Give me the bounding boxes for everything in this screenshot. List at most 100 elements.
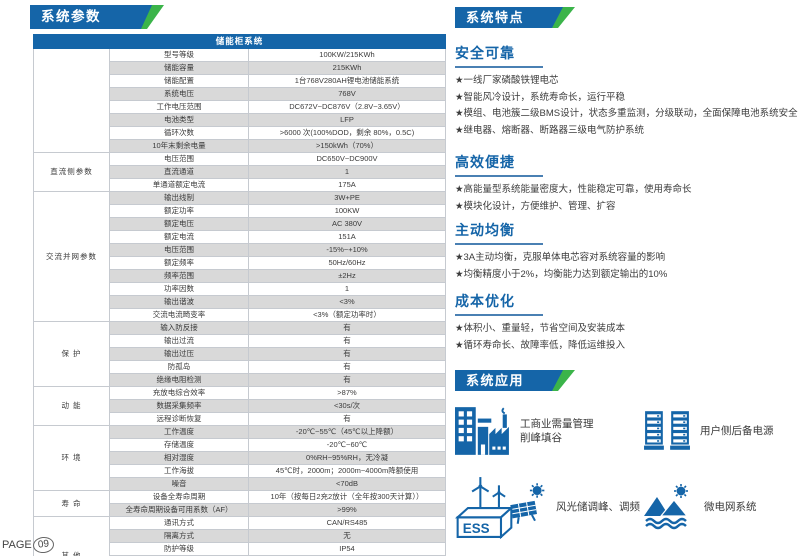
param-name-cell: 输出线制	[109, 191, 249, 205]
param-name-cell: 交流电流畸变率	[109, 308, 249, 322]
param-name-cell: 电压范围	[109, 152, 249, 166]
param-value-cell: 100KW/215KWh	[247, 48, 447, 62]
factory-icon	[455, 407, 509, 455]
param-name-cell: 防护等级	[109, 542, 249, 556]
table-row: 相对湿度 0%RH~95%RH，无冷凝	[34, 451, 447, 465]
table-row: 直流通道 1	[34, 165, 447, 179]
param-name-cell: 额定功率	[109, 204, 249, 218]
group-label-cell: 环 境	[33, 425, 110, 491]
param-value-cell: >6000 次(100%DOD，剩余 80%，0.5C)	[247, 126, 447, 140]
param-name-cell: 循环次数	[109, 126, 249, 140]
param-name-cell: 工作海拔	[109, 464, 249, 478]
param-value-cell: 有	[247, 360, 447, 374]
param-name-cell: 数据采集频率	[109, 399, 249, 413]
param-name-cell: 全寿命周期设备可用系数（AF）	[109, 503, 249, 517]
feature-bullets: ★一线厂家磷酸铁锂电芯 ★智能风冷设计，系统寿命长，运行平稳 ★模组、电池簇二级BM…	[455, 73, 798, 139]
param-name-cell: 隔离方式	[109, 529, 249, 543]
table-row: 保 护输入防反接有	[33, 321, 447, 387]
table-row: 环 境工作温度 -20℃~55℃（45℃以上降额）	[33, 425, 447, 491]
group-label-cell: 寿 命	[33, 490, 110, 517]
param-value-cell: 151A	[247, 230, 447, 244]
features-column: 系统特点 安全可靠 ★一线厂家磷酸铁锂电芯 ★智能风冷设计，系统寿命长，运行平稳 ★…	[455, 7, 798, 539]
feature-bullets: ★高能量型系统能量密度大，性能稳定可靠，使用寿命长 ★模块化设计，方便维护、管理、…	[455, 182, 793, 215]
table-row: 直流侧参数 电压范围 DC650V~DC900V	[33, 152, 447, 192]
param-value-cell: 3W+PE	[247, 191, 447, 205]
wind-solar-ess-icon: ESS	[455, 477, 545, 539]
param-name-cell: 输入防反接	[109, 321, 249, 335]
param-value-cell: LFP	[247, 113, 447, 127]
table-row: 型号等级 100KW/215KWh	[33, 48, 447, 153]
application-label: 微电网系统	[704, 501, 757, 513]
ess-label: ESS	[463, 521, 490, 536]
feature-title: 主动均衡	[455, 222, 515, 238]
spec-table: 储能柜系统 型号等级 100KW/215KWh 储能容量 215KWh 储能配置 1台76…	[32, 34, 447, 556]
param-value-cell: AC 380V	[247, 217, 447, 231]
table-row: 输出谐波 <3%	[34, 295, 447, 309]
table-title-row: 储能柜系统	[32, 34, 447, 49]
param-value-cell: 无	[247, 529, 447, 543]
param-name-cell: 远程诊断恢复	[109, 412, 249, 426]
feature-bullet: ★一线厂家磷酸铁锂电芯	[455, 75, 559, 86]
param-value-cell: <30s/次	[247, 399, 447, 413]
param-value-cell: IP54	[247, 542, 447, 556]
title-underline	[455, 175, 543, 177]
param-name-cell: 10年末剩余电量	[109, 139, 249, 153]
application-item-backup-power: 用户侧后备电源	[643, 411, 793, 451]
param-name-cell: 储能配置	[109, 74, 249, 88]
feature-title: 高效便捷	[455, 154, 515, 170]
param-value-cell: -20℃~60℃	[247, 438, 447, 452]
param-name-cell: 额定频率	[109, 256, 249, 270]
page-label: PAGE	[2, 539, 32, 551]
param-value-cell: <3%（额定功率时）	[247, 308, 447, 322]
param-name-cell: 充放电综合效率	[109, 386, 249, 400]
param-name-cell: 噪音	[109, 477, 249, 491]
page-number: PAGE 09	[2, 535, 55, 555]
table-row: 交流电流畸变率 <3%（额定功率时）	[34, 308, 447, 322]
table-row: 寿 命设备全寿命周期 10年（按每日2充2放计（全年按300天计算））	[33, 490, 447, 517]
param-name-cell: 设备全寿命周期	[109, 490, 249, 504]
param-value-cell: 175A	[247, 178, 447, 192]
feature-bullet: ★继电器、熔断器、断路器三级电气防护系统	[455, 124, 645, 136]
param-value-cell: 1	[247, 165, 447, 179]
param-name-cell: 单通道额定电流	[109, 178, 249, 192]
application-item-microgrid: 微电网系统	[643, 483, 793, 531]
spec-table-body: 型号等级 100KW/215KWh 储能容量 215KWh 储能配置 1台768V280A…	[33, 48, 447, 556]
title-underline	[455, 243, 543, 245]
param-name-cell: 电池类型	[109, 113, 249, 127]
table-row: 数据采集频率 <30s/次	[34, 399, 447, 413]
param-name-cell: 输出过流	[109, 334, 249, 348]
section-header-system-features: 系统特点	[455, 7, 575, 28]
param-value-cell: >99%	[247, 503, 447, 517]
param-value-cell: 有	[247, 321, 447, 335]
group-label-cell: 动 能	[33, 386, 110, 426]
param-value-cell: CAN/RS485	[247, 516, 447, 530]
group-label-cell	[33, 48, 110, 153]
application-item-wind-solar-storage: ESS 风光储调峰、调频	[455, 475, 643, 539]
param-value-cell: 768V	[247, 87, 447, 101]
section-header-system-parameters: 系统参数	[30, 5, 164, 29]
feature-bullet: ★均衡精度小于2%，均衡能力达到额定输出的10%	[455, 268, 668, 280]
feature-bullets: ★3A主动均衡，克服单体电芯容对系统容量的影响 ★均衡精度小于2%，均衡能力达到额…	[455, 250, 793, 283]
param-value-cell: >150kWh（70%）	[247, 139, 447, 153]
title-underline	[455, 314, 543, 316]
server-racks-icon	[644, 411, 690, 450]
table-row: 噪音 <70dB	[34, 477, 447, 491]
feature-bullet: ★3A主动均衡，克服单体电芯容对系统容量的影响	[455, 252, 666, 263]
param-value-cell: 100KW	[247, 204, 447, 218]
param-value-cell: 45℃时，2000m；2000m~4000m降额使用	[247, 464, 447, 478]
param-name-cell: 通讯方式	[109, 516, 249, 530]
param-name-cell: 工作电压范围	[109, 100, 249, 114]
badge-blue-shape	[30, 5, 164, 29]
feature-bullet: ★循环寿命长、故障率低，降低运维投入	[455, 339, 626, 351]
group-label-cell: 直流侧参数	[33, 152, 110, 192]
table-row: 输出过压有	[34, 347, 447, 361]
param-value-cell: DC650V~DC900V	[247, 152, 447, 166]
param-value-cell: -20℃~55℃（45℃以上降额）	[247, 425, 447, 439]
param-name-cell: 防孤岛	[109, 360, 249, 374]
feature-bullet: ★智能风冷设计，系统寿命长，运行平稳	[455, 91, 626, 103]
application-label: 风光储调峰、调频	[556, 501, 640, 513]
page-number-circle: 09	[31, 535, 55, 555]
badge-blue-shape	[455, 7, 575, 28]
param-name-cell: 存储温度	[109, 438, 249, 452]
